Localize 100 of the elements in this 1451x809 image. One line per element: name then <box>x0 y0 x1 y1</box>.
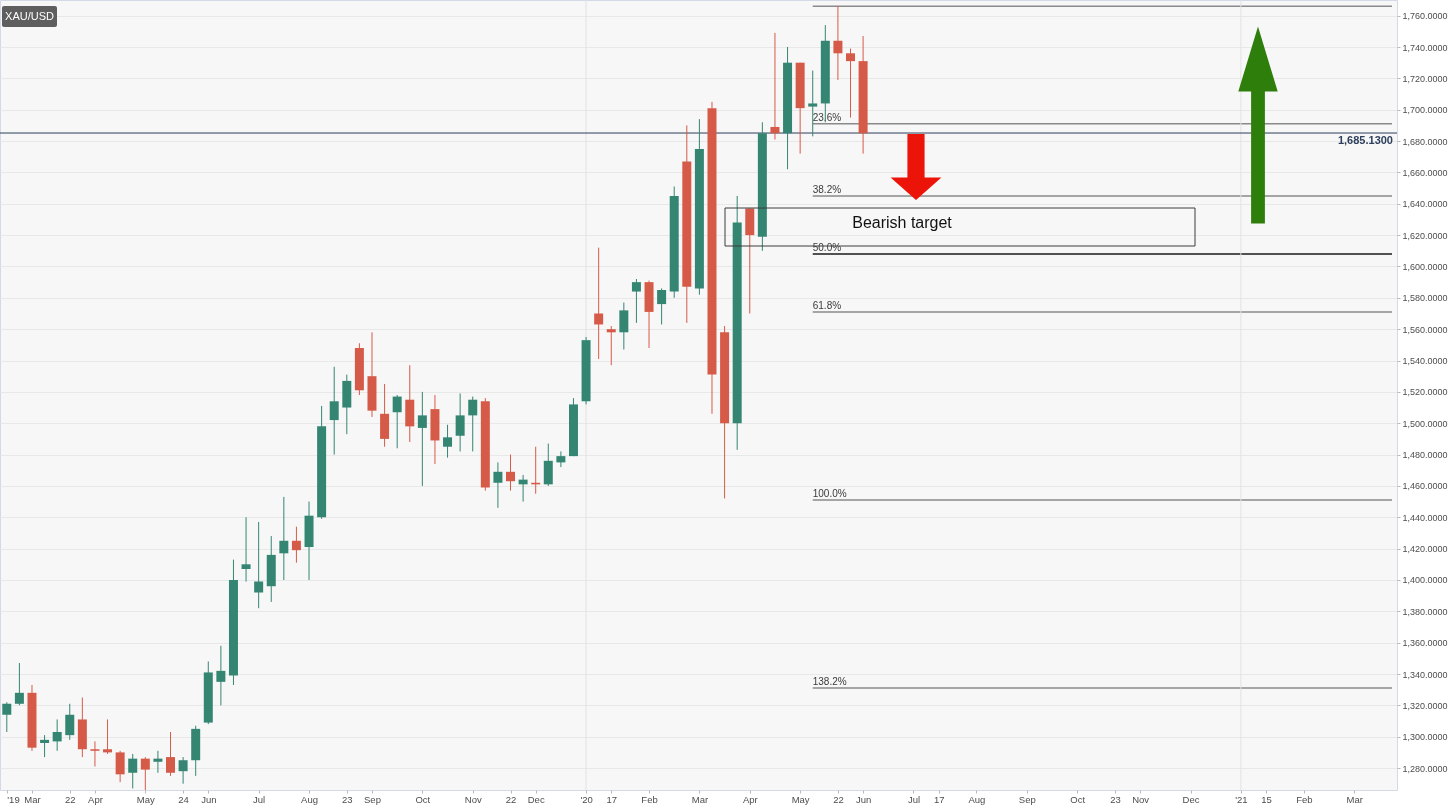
candlestick <box>115 750 125 783</box>
x-tick-label: Apr <box>742 793 758 805</box>
candlestick <box>506 454 516 492</box>
candlestick <box>166 731 175 777</box>
x-tick-label: Jun <box>855 793 872 805</box>
y-tick-label: 1,420.0000 <box>1402 544 1448 555</box>
series-label: 61.8% <box>812 299 842 311</box>
x-tick-label: Feb <box>641 793 658 805</box>
candlestick <box>103 718 113 755</box>
y-tick-label: 1,720.0000 <box>1402 73 1448 84</box>
y-tick-label: 1,480.0000 <box>1402 450 1448 461</box>
y-tick-label: 1,360.0000 <box>1402 638 1448 649</box>
candlestick <box>657 287 667 325</box>
candlestick <box>443 424 453 459</box>
x-tick-label: Jun <box>201 793 217 805</box>
y-tick-label: 1,640.0000 <box>1402 199 1448 210</box>
y-tick-label: 1,620.0000 <box>1402 230 1448 241</box>
y-tick-label: 1,340.0000 <box>1402 669 1448 680</box>
candlestick <box>241 516 251 583</box>
candlestick <box>216 645 226 706</box>
y-tick-label: 1,700.0000 <box>1402 105 1448 116</box>
x-tick-label: 22 <box>833 793 844 805</box>
x-tick-label: Mar <box>24 793 41 805</box>
x-tick-label: Apr <box>88 793 103 805</box>
candlestick <box>493 461 503 509</box>
x-tick-label: Oct <box>415 793 431 805</box>
series-label: 138.2% <box>812 676 847 688</box>
series-label: 38.2% <box>812 183 842 195</box>
y-tick-label: 1,540.0000 <box>1402 356 1448 367</box>
y-tick-label: 1,680.0000 <box>1402 136 1448 147</box>
candlestick <box>594 247 604 360</box>
x-tick-label: Nov <box>1132 793 1150 805</box>
x-tick-label: Dec <box>527 793 545 805</box>
x-tick-label: 17 <box>606 793 618 805</box>
x-tick-label: Sep <box>364 793 381 805</box>
y-tick-label: 1,500.0000 <box>1402 418 1448 429</box>
x-tick-label: Aug <box>301 793 318 805</box>
x-tick-label: Nov <box>464 793 482 805</box>
candlestick <box>468 396 478 452</box>
x-tick-label: Mar <box>691 793 709 805</box>
x-tick-label: Sep <box>1018 793 1036 805</box>
candlestick <box>140 756 150 791</box>
y-tick-label: 1,440.0000 <box>1402 512 1448 523</box>
candlestick <box>254 521 264 609</box>
candlestick <box>543 443 553 487</box>
x-tick-label: '19 <box>7 793 20 805</box>
candlestick <box>153 750 163 774</box>
candlestick <box>392 394 402 449</box>
candlestick <box>417 391 427 487</box>
y-tick-label: 1,580.0000 <box>1402 293 1448 304</box>
candlestick <box>2 701 12 733</box>
x-tick-label: 23 <box>1110 793 1121 805</box>
candlestick <box>128 753 138 789</box>
x-tick-label: Dec <box>1182 793 1200 805</box>
y-tick-label: 1,460.0000 <box>1402 481 1448 492</box>
candlestick <box>14 662 24 706</box>
x-tick-label: 22 <box>64 793 76 805</box>
x-tick-label: '20 <box>580 793 593 805</box>
x-tick-label: 15 <box>1261 793 1272 805</box>
candlestick <box>291 526 301 564</box>
x-tick-label: Oct <box>1070 793 1086 805</box>
candlestick <box>279 496 289 581</box>
candlestick <box>619 302 629 351</box>
x-tick-label: Feb <box>1296 793 1313 805</box>
x-tick-label: '21 <box>1235 793 1248 805</box>
x-tick-label: May <box>791 793 810 805</box>
x-tick-label: 23 <box>342 793 353 805</box>
y-tick-label: 1,380.0000 <box>1402 606 1448 617</box>
candlestick <box>846 48 856 119</box>
text: XAU/USD <box>5 9 54 22</box>
candlestick <box>770 32 780 140</box>
y-tick-label: 1,560.0000 <box>1402 324 1448 335</box>
x-tick-label: Jul <box>253 793 266 805</box>
y-tick-label: 1,320.0000 <box>1402 700 1448 711</box>
x-tick-label: Aug <box>968 793 986 805</box>
candlestick <box>833 5 843 81</box>
series-label: 50.0% <box>812 241 842 253</box>
series-label: 100.0% <box>812 488 847 500</box>
candlestick <box>65 703 75 741</box>
candlestick <box>52 718 62 752</box>
candlestick <box>178 756 188 785</box>
y-tick-label: 1,300.0000 <box>1402 732 1448 743</box>
x-tick-label: May <box>136 793 156 805</box>
y-tick-label: 1,600.0000 <box>1402 261 1448 272</box>
y-tick-label: 1,760.0000 <box>1402 11 1448 22</box>
ref-line-label: 1,685.1300 <box>1337 134 1393 147</box>
candlestick <box>40 734 50 758</box>
candlestick <box>455 392 465 452</box>
y-tick-label: 1,280.0000 <box>1402 763 1448 774</box>
y-tick-label: 1,660.0000 <box>1402 167 1448 178</box>
candlestick <box>631 278 641 324</box>
candlestick <box>90 740 100 767</box>
y-tick-label: 1,520.0000 <box>1402 387 1448 398</box>
y-tick-label: 1,740.0000 <box>1402 42 1448 53</box>
x-tick-label: 24 <box>178 793 189 805</box>
candlestick <box>556 450 566 468</box>
candlestick <box>606 325 616 366</box>
x-tick-label: 22 <box>505 793 517 805</box>
annotation: Bearish target <box>852 214 953 231</box>
x-tick-label: Mar <box>1346 793 1363 805</box>
